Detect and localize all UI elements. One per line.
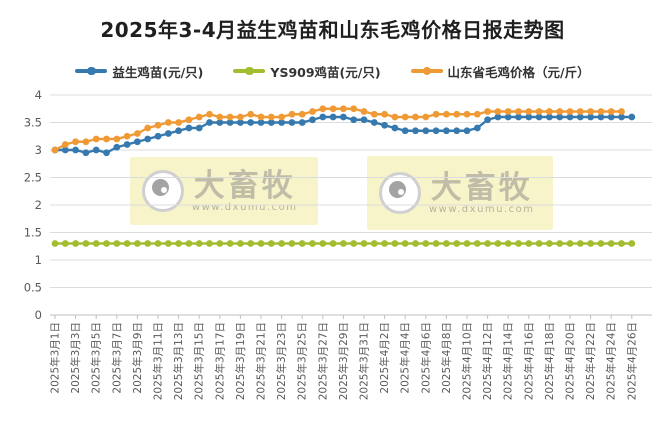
svg-text:1: 1 bbox=[35, 253, 42, 267]
watermark-brand: 大畜牧 bbox=[193, 167, 296, 204]
watermark-brand: 大畜牧 bbox=[430, 169, 533, 206]
svg-text:2025年3月25日: 2025年3月25日 bbox=[296, 322, 309, 400]
svg-text:2025年3月29日: 2025年3月29日 bbox=[337, 322, 350, 400]
svg-text:2025年4月4日: 2025年4月4日 bbox=[399, 322, 412, 394]
svg-text:2025年3月31日: 2025年3月31日 bbox=[358, 322, 371, 400]
chart-legend: 益生鸡苗(元/只) YS909鸡苗(元/只) 山东省毛鸡价格（元/斤） bbox=[0, 62, 665, 80]
svg-text:2025年4月10日: 2025年4月10日 bbox=[461, 322, 474, 400]
svg-text:2025年3月23日: 2025年3月23日 bbox=[275, 322, 288, 400]
svg-text:2025年3月5日: 2025年3月5日 bbox=[90, 322, 103, 394]
svg-text:2025年3月1日: 2025年3月1日 bbox=[49, 322, 62, 394]
watermark-badge: 大畜牧 www.dxumu.com bbox=[367, 156, 553, 230]
svg-text:2: 2 bbox=[35, 198, 42, 212]
svg-text:3: 3 bbox=[35, 143, 42, 157]
svg-text:2025年4月12日: 2025年4月12日 bbox=[481, 322, 494, 400]
svg-text:2025年3月21日: 2025年3月21日 bbox=[255, 322, 268, 400]
legend-label: 山东省毛鸡价格（元/斤） bbox=[447, 64, 590, 80]
legend-marker-line bbox=[75, 66, 108, 76]
svg-text:2025年3月11日: 2025年3月11日 bbox=[152, 322, 165, 400]
legend-marker-line bbox=[410, 66, 443, 76]
svg-text:2025年4月6日: 2025年4月6日 bbox=[419, 322, 432, 394]
svg-text:3.5: 3.5 bbox=[24, 116, 42, 130]
svg-text:2025年3月3日: 2025年3月3日 bbox=[69, 322, 82, 394]
legend-marker-dot bbox=[87, 66, 96, 76]
svg-text:2025年4月26日: 2025年4月26日 bbox=[625, 322, 638, 400]
svg-text:1.5: 1.5 bbox=[24, 226, 42, 240]
svg-text:2025年4月16日: 2025年4月16日 bbox=[522, 322, 535, 400]
watermark-url: www.dxumu.com bbox=[192, 201, 298, 213]
legend-marker-line bbox=[233, 66, 266, 76]
svg-text:2025年3月9日: 2025年3月9日 bbox=[131, 322, 144, 394]
svg-text:2025年3月27日: 2025年3月27日 bbox=[316, 322, 329, 400]
svg-text:0: 0 bbox=[35, 308, 42, 322]
svg-text:2025年4月18日: 2025年4月18日 bbox=[543, 322, 556, 400]
legend-marker-dot bbox=[245, 66, 254, 76]
chart-title: 2025年3-4月益生鸡苗和山东毛鸡价格日报走势图 bbox=[100, 18, 565, 42]
svg-text:2025年4月2日: 2025年4月2日 bbox=[378, 322, 391, 394]
legend-item-shandong-broiler: 山东省毛鸡价格（元/斤） bbox=[410, 62, 590, 81]
svg-text:2025年4月20日: 2025年4月20日 bbox=[564, 322, 577, 400]
svg-text:2025年4月22日: 2025年4月22日 bbox=[584, 322, 597, 400]
watermark-eye-icon bbox=[379, 172, 421, 214]
legend-label: 益生鸡苗(元/只) bbox=[112, 64, 204, 80]
svg-text:0.5: 0.5 bbox=[24, 281, 42, 295]
svg-text:2025年3月19日: 2025年3月19日 bbox=[234, 322, 247, 400]
svg-text:2025年3月7日: 2025年3月7日 bbox=[110, 322, 123, 394]
svg-text:2025年4月24日: 2025年4月24日 bbox=[605, 322, 618, 400]
svg-text:2.5: 2.5 bbox=[24, 171, 42, 185]
svg-text:4: 4 bbox=[35, 88, 42, 102]
legend-marker-dot bbox=[422, 66, 432, 76]
svg-text:2025年3月15日: 2025年3月15日 bbox=[193, 322, 206, 400]
legend-label: YS909鸡苗(元/只) bbox=[270, 64, 381, 80]
svg-text:2025年4月14日: 2025年4月14日 bbox=[502, 322, 515, 400]
svg-text:2025年3月13日: 2025年3月13日 bbox=[172, 322, 185, 400]
watermark-url: www.dxumu.com bbox=[429, 203, 535, 215]
svg-text:2025年4月8日: 2025年4月8日 bbox=[440, 322, 453, 394]
legend-item-ys909-chick: YS909鸡苗(元/只) bbox=[233, 62, 381, 81]
legend-item-yisheng-chick: 益生鸡苗(元/只) bbox=[75, 62, 203, 81]
svg-text:2025年3月17日: 2025年3月17日 bbox=[213, 322, 226, 400]
